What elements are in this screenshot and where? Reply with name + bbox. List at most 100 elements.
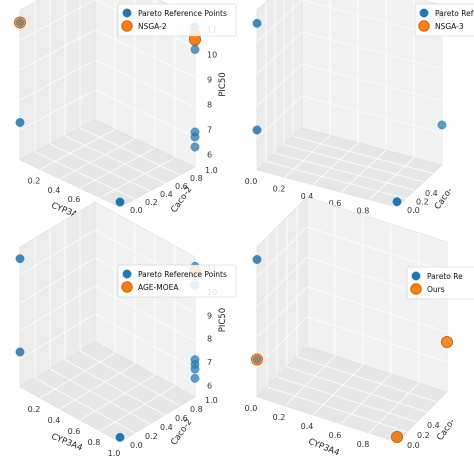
legend: Pareto Reference Points AGE-MOEA (117, 264, 237, 298)
x-tick-label: 0.0 (245, 404, 258, 413)
pane-floor (256, 127, 443, 208)
grid-line (256, 316, 308, 368)
grid-line (368, 382, 420, 434)
x-tick-label: 0.8 (357, 440, 370, 449)
reference-point (252, 125, 262, 135)
pane-floor (19, 341, 196, 443)
legend-marker (419, 8, 429, 18)
y-tick-label: 0.2 (417, 431, 430, 440)
x-tick-label: 0.2 (273, 413, 286, 422)
reference-point (15, 118, 25, 127)
grid-line (292, 136, 434, 174)
z-axis-label: PIC50 (218, 308, 228, 332)
panel-1: 0.20.40.60.81.0CYP3A40.00.20.40.60.81.0C… (14, 0, 237, 223)
grid-line (39, 129, 116, 170)
grid-line (256, 0, 303, 43)
reference-point (252, 355, 262, 364)
grid-line (34, 377, 136, 434)
y-tick-label: 0.6 (175, 414, 188, 423)
grid-line (99, 385, 176, 432)
y-tick-label: 0.4 (160, 423, 173, 432)
x-tick-label: 0.4 (301, 192, 314, 201)
legend: Pareto Refe NSGA-3 (414, 3, 474, 37)
pane-floor (19, 119, 196, 208)
legend-label: Pareto Reference Points (138, 9, 227, 18)
y-tick-label: 0.8 (190, 174, 203, 183)
grid-line (265, 161, 407, 199)
grid-line (19, 257, 96, 304)
y-tick-label: 0.2 (145, 432, 158, 441)
grid-line (19, 285, 96, 332)
reference-point (190, 132, 200, 142)
z-tick-label: 8 (207, 101, 212, 110)
solution-point (441, 336, 453, 348)
y-tick-label: 0.0 (407, 206, 420, 215)
grid-line (94, 89, 196, 138)
x-tick-label: 0.4 (301, 422, 314, 431)
grid-line (256, 286, 308, 338)
reference-point (15, 347, 25, 357)
x-tick-label: 0.8 (357, 207, 370, 216)
reference-point (115, 197, 125, 207)
legend-marker (410, 283, 422, 295)
y-tick-label: 0.2 (145, 198, 158, 207)
grid-line (256, 63, 303, 107)
grid-line (19, 0, 96, 41)
grid-line (39, 352, 116, 399)
x-tick-label: 0.0 (245, 177, 258, 186)
grid-line (79, 350, 181, 407)
z-tick-label: 10 (207, 51, 217, 60)
grid-line (312, 142, 359, 186)
y-tick-label: 0.0 (130, 441, 143, 450)
reference-point (190, 142, 200, 152)
solution-point (391, 431, 403, 443)
grid-line (284, 355, 336, 407)
grid-line (276, 376, 418, 423)
reference-point (15, 18, 25, 27)
solution-point (251, 353, 263, 366)
grid-line (79, 374, 156, 421)
y-tick-label: 1.0 (205, 166, 218, 175)
grid-line (286, 366, 428, 413)
x-tick-label: 0.4 (48, 186, 61, 195)
x-tick-label: 0.6 (329, 431, 342, 440)
y-tick-label: 0.8 (190, 405, 203, 414)
grid-line (79, 127, 181, 176)
grid-line (64, 135, 166, 184)
grid-line (306, 316, 448, 363)
grid-line (59, 363, 136, 410)
reference-point (115, 432, 125, 442)
grid-line (296, 356, 438, 403)
grid-line (49, 368, 151, 425)
grid-line (19, 59, 96, 101)
x-tick-label: 0.4 (48, 416, 61, 425)
grid-line (94, 59, 196, 108)
legend-marker (121, 281, 133, 293)
legend-box (406, 266, 474, 300)
grid-line (256, 226, 308, 278)
grid-line (301, 63, 443, 102)
y-tick-label: 0.2 (416, 198, 429, 207)
pane-floor (256, 346, 448, 443)
z-tick-label: 6 (207, 381, 212, 390)
legend-box (117, 264, 237, 298)
x-tick-label: 0.6 (68, 427, 81, 436)
x-tick-label: 0.2 (28, 405, 41, 414)
grid-line (284, 135, 331, 178)
grid-line (256, 31, 303, 75)
x-tick-label: 1.0 (108, 449, 121, 458)
x-axis-label: CYP3A4 (307, 437, 341, 459)
y-tick-label: 0.4 (427, 421, 440, 430)
solution-point (14, 16, 26, 29)
grid-line (306, 286, 448, 333)
grid-line (340, 373, 392, 425)
legend: Pareto Reference Points NSGA-2 (117, 3, 237, 37)
grid-line (301, 95, 443, 134)
reference-point (252, 18, 262, 28)
grid-line (256, 95, 303, 139)
legend-marker (122, 269, 132, 279)
grid-line (19, 313, 96, 360)
